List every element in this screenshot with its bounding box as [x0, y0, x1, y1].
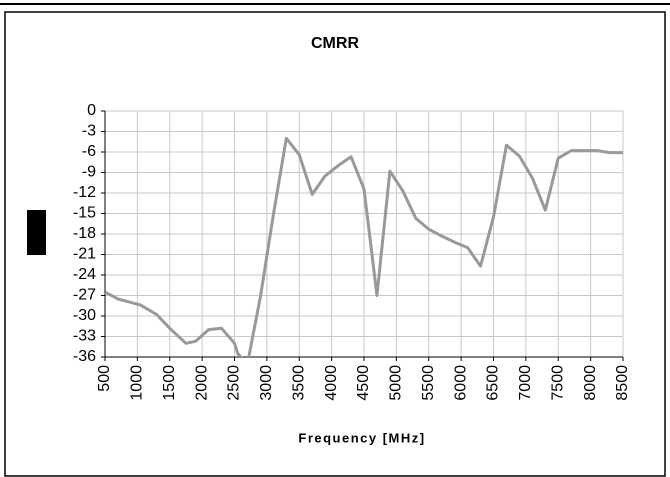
x-tick-label: 5000 [388, 365, 405, 401]
y-tick-label: -15 [73, 205, 96, 222]
data-line [105, 136, 623, 357]
x-tick-label: 8000 [582, 365, 599, 401]
x-tick-label: 5500 [420, 365, 437, 401]
y-tick-label: -27 [73, 287, 96, 304]
x-axis-label: Frequency [MHz] [298, 430, 425, 445]
x-tick-label: 4500 [355, 365, 372, 401]
y-tick-label: -24 [73, 266, 96, 283]
y-tick-label: -9 [82, 164, 96, 181]
chart-border [4, 11, 666, 477]
y-tick-label: -6 [82, 143, 96, 160]
x-tick-label: 7500 [549, 365, 566, 401]
redacted-y-label [27, 210, 46, 255]
y-tick-label: 0 [87, 102, 96, 119]
x-tick-label: 8500 [614, 365, 631, 401]
x-tick-label: 1000 [129, 365, 146, 401]
y-tick-label: -36 [73, 348, 96, 365]
x-tick-label: 3000 [258, 365, 275, 401]
x-tick-label: 500 [96, 365, 113, 392]
x-tick-label: 3500 [290, 365, 307, 401]
y-tick-label: -30 [73, 307, 96, 324]
chart-title: CMRR [311, 35, 359, 52]
x-tick-label: 1500 [161, 365, 178, 401]
y-tick-label: -33 [73, 328, 96, 345]
x-tick-label: 6500 [485, 365, 502, 401]
y-tick-label: -18 [73, 225, 96, 242]
y-tick-label: -21 [73, 246, 96, 263]
x-tick-label: 6000 [452, 365, 469, 401]
x-tick-label: 2000 [193, 365, 210, 401]
y-tick-label: -12 [73, 184, 96, 201]
x-tick-label: 7000 [517, 365, 534, 401]
y-tick-label: -3 [82, 123, 96, 140]
x-tick-label: 4000 [323, 365, 340, 401]
x-tick-label: 2500 [226, 365, 243, 401]
